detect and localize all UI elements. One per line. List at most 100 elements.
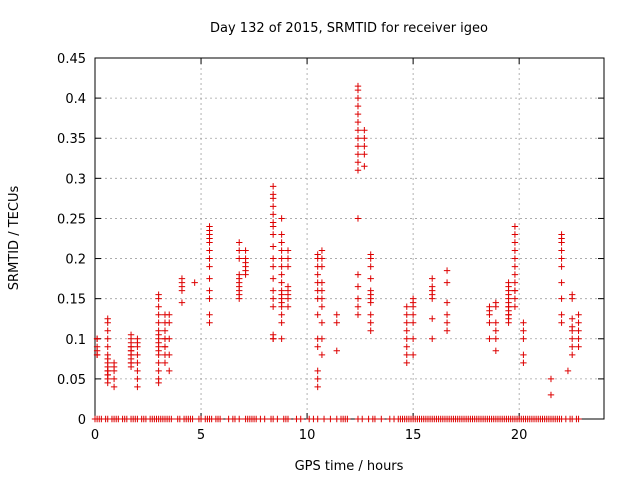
data-point [278, 247, 285, 254]
data-point [206, 311, 213, 318]
data-point [564, 367, 572, 375]
data-point [511, 295, 519, 302]
data-point [314, 415, 321, 423]
data-point [269, 275, 277, 282]
data-point [367, 263, 374, 270]
data-point [575, 319, 582, 326]
data-point [486, 319, 493, 326]
x-tick-label: 5 [197, 428, 205, 443]
data-point [155, 339, 162, 346]
data-point [403, 327, 410, 334]
data-point [206, 247, 213, 254]
data-point [409, 351, 417, 359]
data-point [409, 319, 417, 326]
data-point [354, 283, 362, 290]
data-point [429, 315, 436, 322]
data-point [520, 351, 527, 359]
y-tick-label: 0.35 [57, 132, 86, 147]
data-point [429, 335, 436, 342]
data-point [278, 279, 285, 286]
data-point [314, 375, 321, 383]
data-point [269, 191, 277, 198]
data-point [511, 247, 519, 254]
data-point [206, 223, 213, 230]
data-point [409, 311, 417, 318]
x-tick-label: 20 [511, 428, 528, 443]
data-point [155, 291, 162, 298]
x-tick-label: 0 [91, 428, 99, 443]
data-point [161, 327, 169, 334]
data-point [354, 159, 362, 166]
data-point [367, 275, 374, 282]
y-tick-label: 0.15 [57, 293, 86, 308]
data-point [318, 295, 326, 302]
data-point [314, 251, 321, 258]
data-point [166, 367, 173, 375]
data-point [155, 319, 162, 326]
data-point [354, 110, 362, 118]
data-point [575, 327, 582, 334]
data-point [367, 319, 374, 326]
data-point [178, 299, 186, 306]
data-point [278, 255, 285, 262]
axis-tick-labels: 0 0.05 0.1 0.15 0.2 0.25 0.3 0.35 0.4 0.45 0 5 10 15 2… [57, 52, 527, 443]
data-point [318, 319, 326, 326]
data-point [318, 263, 326, 270]
data-point [278, 335, 285, 342]
data-point [354, 303, 362, 310]
data-points [91, 82, 582, 423]
data-point [333, 311, 340, 318]
data-point [314, 271, 321, 278]
data-point [361, 143, 368, 150]
data-point [367, 311, 374, 318]
data-point [155, 367, 162, 375]
y-tick-label: 0.45 [57, 52, 86, 67]
data-point [344, 415, 351, 423]
data-point [568, 323, 576, 330]
x-tick-label: 10 [299, 428, 316, 443]
data-point [443, 319, 451, 326]
data-point [278, 311, 285, 318]
data-point [511, 239, 519, 246]
data-point [575, 415, 582, 423]
data-point [575, 311, 582, 318]
data-point [269, 219, 277, 226]
data-point [104, 371, 111, 379]
data-point [278, 263, 285, 270]
data-point [134, 383, 141, 391]
data-point [93, 351, 101, 359]
data-point [558, 295, 565, 302]
data-point [361, 163, 368, 170]
data-point [354, 151, 362, 158]
data-point [354, 215, 362, 222]
y-tick-label: 0.1 [65, 333, 86, 348]
data-point [492, 347, 500, 355]
data-point [314, 383, 321, 391]
data-point [242, 247, 249, 254]
data-point [443, 299, 451, 306]
data-point [236, 239, 243, 246]
data-point [443, 327, 451, 334]
data-point [206, 319, 213, 326]
data-point [166, 335, 173, 342]
data-point [492, 299, 500, 306]
data-point [269, 303, 277, 310]
data-point [278, 299, 285, 306]
axis-ticks [94, 57, 604, 420]
data-point [558, 247, 565, 254]
data-point [206, 255, 213, 262]
data-point [378, 415, 385, 423]
data-point [354, 118, 362, 126]
y-tick-label: 0.4 [65, 92, 86, 107]
data-point [511, 303, 519, 310]
data-point [104, 351, 111, 359]
data-point [429, 275, 436, 282]
data-point [104, 335, 111, 342]
data-point [134, 339, 141, 346]
data-point [354, 82, 362, 90]
y-axis-label: SRMTID / TECUs [7, 186, 22, 291]
data-point [127, 351, 135, 359]
data-point [511, 263, 519, 270]
data-point [155, 375, 162, 383]
